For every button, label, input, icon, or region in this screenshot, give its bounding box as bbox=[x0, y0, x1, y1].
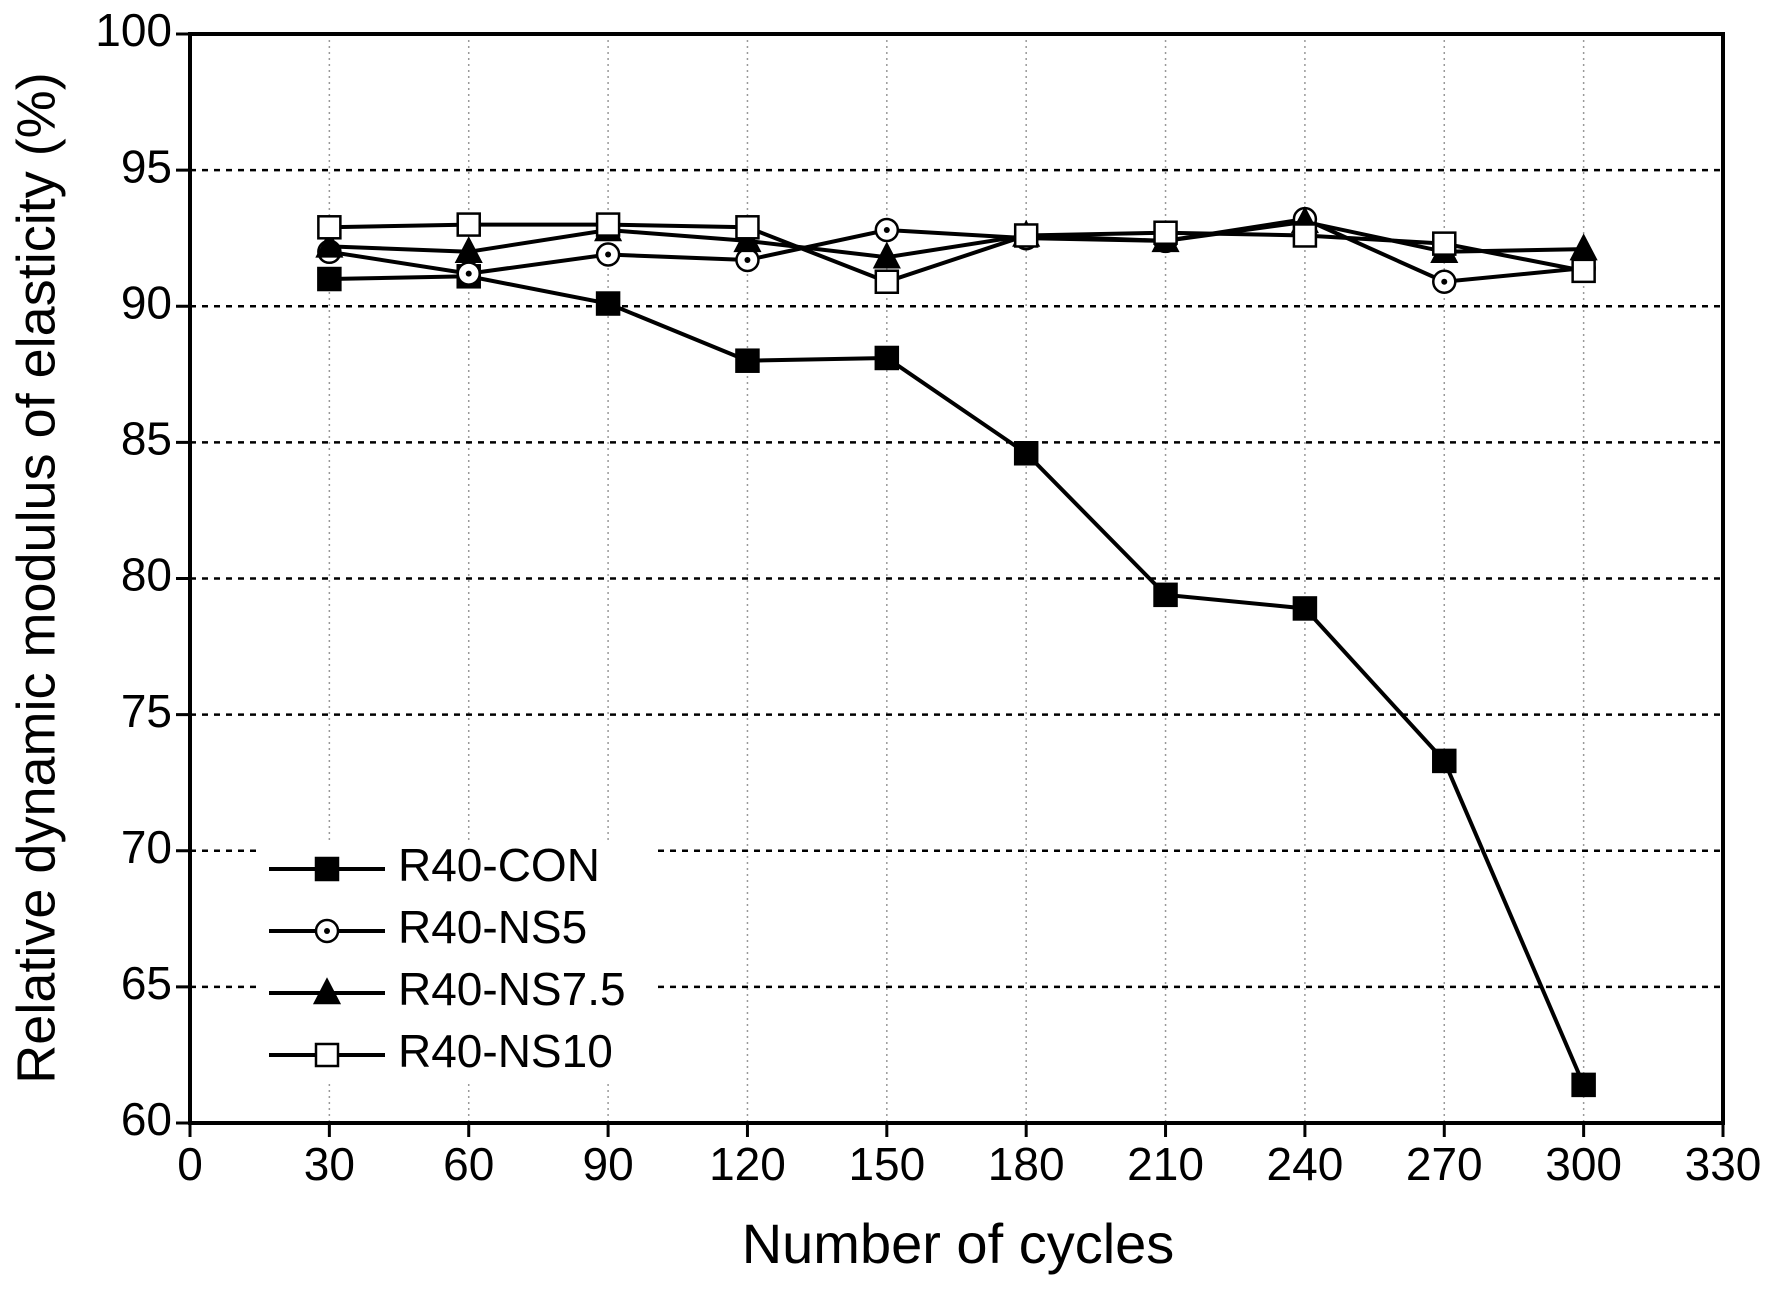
x-tick-label: 240 bbox=[1267, 1138, 1344, 1190]
marker bbox=[735, 215, 760, 240]
marker bbox=[595, 291, 621, 316]
y-tick-label: 90 bbox=[121, 276, 172, 328]
legend-label: R40-CON bbox=[398, 839, 600, 891]
y-tick-label: 65 bbox=[121, 957, 172, 1009]
marker bbox=[735, 348, 760, 373]
marker bbox=[1571, 1072, 1596, 1098]
marker bbox=[1013, 441, 1039, 466]
x-tick-label: 210 bbox=[1127, 1138, 1204, 1190]
y-tick-label: 95 bbox=[121, 140, 172, 192]
series bbox=[317, 264, 1596, 1098]
y-tick-label: 80 bbox=[121, 549, 172, 601]
legend-background bbox=[260, 842, 655, 1080]
series-line bbox=[329, 217, 1584, 284]
marker-dot bbox=[744, 256, 751, 263]
marker bbox=[456, 212, 481, 237]
legend-label: R40-NS5 bbox=[398, 901, 587, 953]
marker bbox=[314, 856, 340, 882]
marker bbox=[1292, 223, 1318, 248]
legend-label: R40-NS10 bbox=[398, 1025, 613, 1077]
y-tick-label: 85 bbox=[121, 413, 172, 465]
marker-dot bbox=[465, 270, 472, 277]
marker-dot bbox=[1441, 278, 1448, 285]
marker-dot bbox=[324, 928, 330, 934]
y-tick-label: 75 bbox=[121, 685, 172, 737]
series-line bbox=[329, 222, 1585, 284]
marker bbox=[874, 269, 900, 294]
marker bbox=[317, 266, 342, 292]
x-tick-label: 300 bbox=[1545, 1138, 1622, 1190]
marker bbox=[1292, 596, 1318, 621]
legend: R40-CON R40-NS5 R40-NS7.5 R40-NS10 bbox=[260, 839, 655, 1080]
x-tick-label: 0 bbox=[177, 1138, 203, 1190]
series bbox=[317, 206, 1596, 294]
marker bbox=[314, 1042, 340, 1068]
x-axis-title: Number of cycles bbox=[742, 1212, 1175, 1275]
marker bbox=[595, 212, 621, 237]
marker-dot bbox=[883, 227, 890, 234]
series-line bbox=[329, 274, 1586, 1086]
y-tick-label: 60 bbox=[121, 1093, 172, 1145]
marker bbox=[1571, 258, 1596, 284]
marker-dot bbox=[605, 251, 612, 258]
marker bbox=[317, 215, 342, 240]
x-tick-label: 30 bbox=[304, 1138, 355, 1190]
x-tick-label: 330 bbox=[1685, 1138, 1762, 1190]
marker bbox=[1432, 231, 1457, 256]
marker bbox=[1153, 220, 1178, 245]
marker bbox=[1432, 748, 1457, 774]
marker bbox=[1153, 582, 1178, 608]
marker bbox=[1013, 223, 1039, 248]
x-tick-label: 150 bbox=[848, 1138, 925, 1190]
marker bbox=[872, 241, 901, 269]
series bbox=[317, 212, 1596, 294]
plot-frame bbox=[188, 32, 1725, 1125]
y-tick-label: 100 bbox=[95, 4, 172, 56]
x-tick-label: 60 bbox=[443, 1138, 494, 1190]
x-tick-label: 270 bbox=[1406, 1138, 1483, 1190]
y-tick-label: 70 bbox=[121, 821, 172, 873]
x-tick-label: 90 bbox=[583, 1138, 634, 1190]
series-line bbox=[329, 219, 1584, 260]
legend-label: R40-NS7.5 bbox=[398, 963, 626, 1015]
marker bbox=[315, 230, 344, 258]
marker bbox=[874, 345, 900, 371]
marker bbox=[312, 977, 342, 1005]
x-tick-label: 180 bbox=[988, 1138, 1065, 1190]
x-tick-label: 120 bbox=[709, 1138, 786, 1190]
y-axis-title: Relative dynamic modulus of elasticity (… bbox=[6, 72, 66, 1083]
marker bbox=[454, 236, 483, 264]
series bbox=[315, 206, 1598, 269]
